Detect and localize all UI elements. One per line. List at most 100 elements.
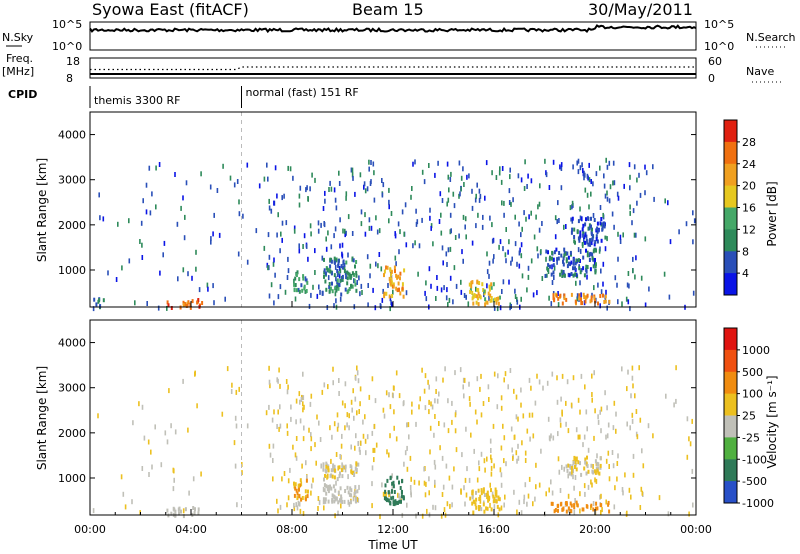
echo-cell bbox=[608, 160, 611, 166]
echo-cell bbox=[615, 411, 617, 417]
echo-cell bbox=[537, 204, 539, 210]
echo-cell bbox=[580, 373, 583, 379]
freq-panel bbox=[89, 57, 697, 79]
echo-cell bbox=[341, 274, 344, 279]
echo-cell bbox=[593, 435, 595, 441]
echo-cell bbox=[390, 496, 393, 501]
echo-cell bbox=[382, 491, 385, 497]
echo-cell bbox=[332, 484, 335, 489]
echo-cell bbox=[327, 275, 330, 281]
echo-cell bbox=[309, 223, 312, 229]
echo-cell bbox=[567, 506, 570, 511]
echo-cell bbox=[358, 446, 361, 452]
echo-cell bbox=[563, 273, 566, 278]
echo-cell bbox=[270, 208, 273, 214]
echo-cell bbox=[608, 198, 611, 204]
echo-cell bbox=[669, 239, 672, 245]
echo-cell bbox=[356, 496, 359, 502]
echo-cell bbox=[157, 305, 160, 311]
echo-cell bbox=[626, 386, 628, 392]
echo-cell bbox=[570, 292, 573, 297]
echo-cell bbox=[300, 497, 303, 502]
echo-cell bbox=[281, 195, 283, 201]
echo-cell bbox=[571, 204, 573, 210]
echo-cell bbox=[497, 495, 500, 500]
echo-cell bbox=[366, 434, 369, 440]
echo-cell bbox=[560, 166, 563, 171]
echo-cell bbox=[493, 305, 496, 311]
echo-cell bbox=[371, 465, 374, 471]
echo-cell bbox=[474, 502, 477, 507]
echo-cell bbox=[503, 200, 505, 206]
echo-cell bbox=[628, 487, 631, 493]
echo-cell bbox=[236, 179, 239, 184]
echo-cell bbox=[337, 422, 340, 428]
echo-cell bbox=[544, 274, 547, 278]
echo-cell bbox=[613, 504, 616, 510]
echo-cell bbox=[293, 502, 295, 508]
echo-cell bbox=[367, 302, 369, 308]
echo-cell bbox=[389, 279, 392, 284]
echo-cell bbox=[324, 198, 326, 204]
echo-cell bbox=[548, 295, 550, 301]
echo-cell bbox=[577, 158, 580, 164]
echo-cell bbox=[592, 264, 595, 269]
echo-cell bbox=[498, 497, 501, 502]
echo-cell bbox=[378, 252, 381, 257]
echo-cell bbox=[477, 302, 480, 307]
echo-cell bbox=[271, 417, 274, 423]
echo-cell bbox=[675, 398, 677, 404]
echo-cell bbox=[158, 162, 161, 167]
echo-cell bbox=[384, 491, 386, 497]
echo-cell bbox=[576, 160, 578, 166]
echo-cell bbox=[596, 461, 599, 466]
echo-cell bbox=[309, 401, 312, 407]
echo-cell bbox=[479, 498, 482, 504]
echo-cell bbox=[295, 419, 297, 425]
echo-cell bbox=[340, 264, 343, 269]
echo-cell bbox=[582, 266, 585, 271]
echo-cell bbox=[310, 483, 313, 489]
echo-cell bbox=[500, 405, 503, 411]
echo-cell bbox=[392, 289, 394, 295]
echo-cell bbox=[318, 420, 320, 426]
echo-cell bbox=[562, 259, 564, 264]
echo-cell bbox=[490, 471, 493, 477]
echo-cell bbox=[576, 296, 578, 302]
echo-cell bbox=[514, 241, 517, 247]
echo-cell bbox=[478, 460, 480, 466]
echo-cell bbox=[596, 468, 599, 473]
echo-cell bbox=[469, 496, 472, 501]
echo-cell bbox=[383, 273, 385, 278]
echo-cell bbox=[487, 291, 490, 296]
echo-cell bbox=[332, 465, 335, 470]
echo-cell bbox=[493, 463, 495, 469]
echo-cell bbox=[565, 502, 568, 507]
echo-cell bbox=[345, 195, 347, 201]
echo-cell bbox=[645, 170, 648, 176]
echo-cell bbox=[617, 453, 619, 459]
echo-cell bbox=[470, 432, 472, 438]
echo-cell bbox=[595, 248, 597, 253]
echo-cell bbox=[349, 500, 352, 505]
echo-cell bbox=[514, 288, 516, 294]
echo-cell bbox=[449, 229, 452, 235]
echo-cell bbox=[357, 441, 359, 446]
echo-cell bbox=[377, 263, 379, 269]
echo-cell bbox=[524, 159, 526, 165]
colorbar-tick-label: 16 bbox=[742, 202, 756, 215]
echo-cell bbox=[164, 430, 167, 436]
echo-cell bbox=[423, 466, 425, 472]
echo-cell bbox=[603, 224, 606, 229]
echo-cell bbox=[566, 379, 569, 385]
echo-cell bbox=[312, 284, 314, 290]
echo-cell bbox=[163, 240, 166, 246]
colorbar-segment bbox=[724, 328, 737, 351]
echo-cell bbox=[526, 428, 529, 434]
echo-cell bbox=[491, 222, 493, 228]
echo-cell bbox=[567, 255, 570, 260]
echo-cell bbox=[297, 287, 300, 292]
echo-cell bbox=[503, 502, 505, 508]
echo-cell bbox=[572, 164, 574, 170]
echo-cell bbox=[310, 393, 313, 399]
